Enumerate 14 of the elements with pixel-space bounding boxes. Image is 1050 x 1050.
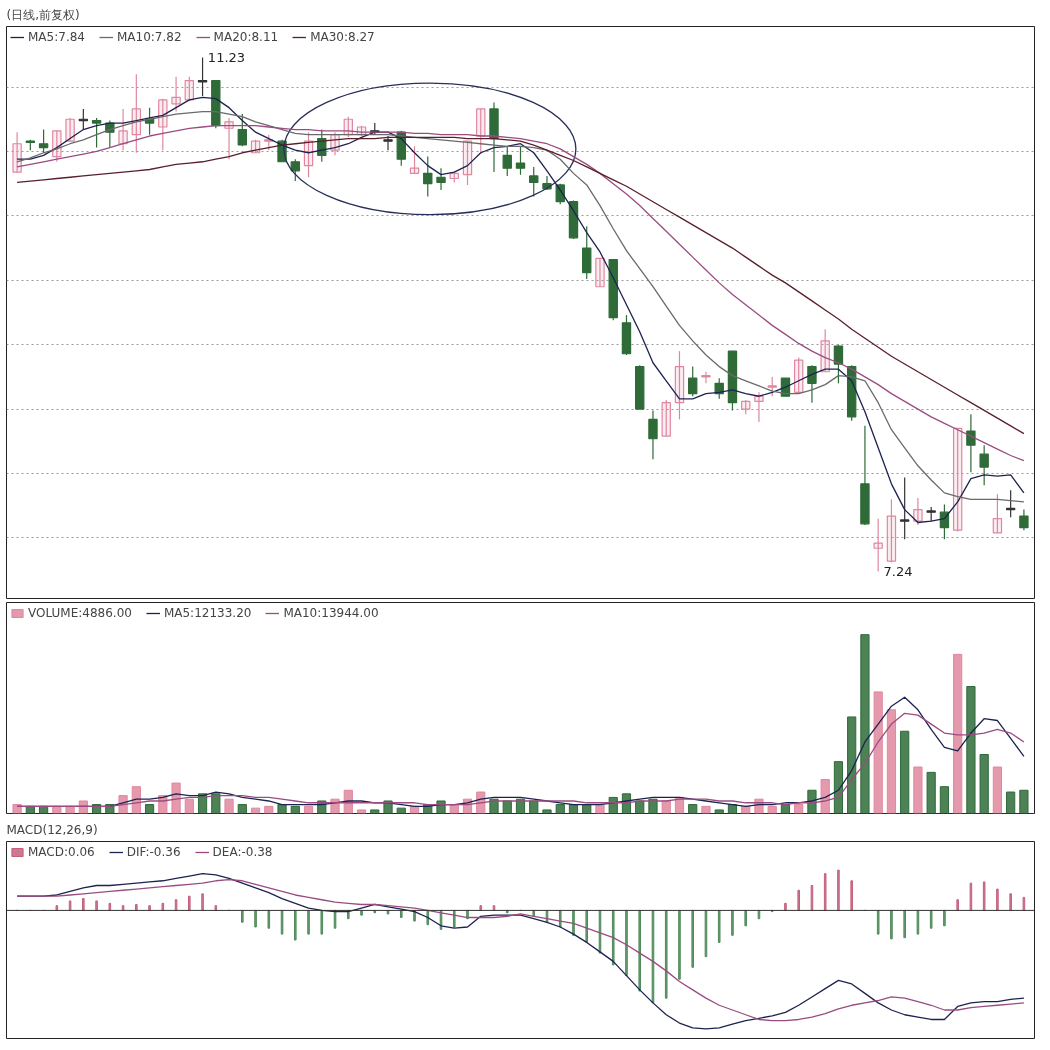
legend-label: MA10:13944.00 xyxy=(283,606,379,620)
annotation: 7.24 xyxy=(883,563,913,579)
annotation: 11.23 xyxy=(207,49,246,65)
legend-label: MA10:7.82 xyxy=(116,30,182,44)
legend-label: MA20:8.11 xyxy=(213,30,279,44)
legend-label: DEA:-0.38 xyxy=(212,845,273,859)
chart-title: (日线,前复权) xyxy=(6,7,80,22)
chart-title: MACD(12,26,9) xyxy=(6,822,98,837)
legend-label: DIF:-0.36 xyxy=(126,845,181,859)
legend-label: MA5:12133.20 xyxy=(163,606,252,620)
legend-label: MA30:8.27 xyxy=(310,30,375,44)
legend-label: MA5:7.84 xyxy=(28,30,85,44)
legend-label: MACD:0.06 xyxy=(28,845,95,859)
legend-label: VOLUME:4886.00 xyxy=(28,606,132,620)
